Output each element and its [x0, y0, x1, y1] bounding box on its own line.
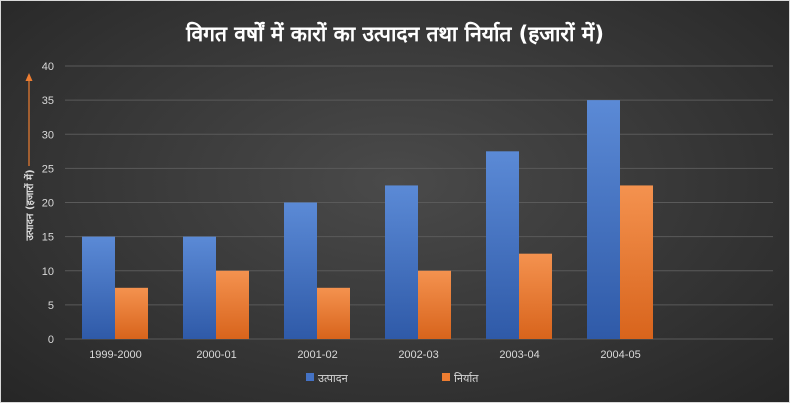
bar-export	[317, 287, 350, 339]
bar-export	[418, 270, 451, 339]
x-tick-label: 2000-01	[196, 349, 236, 361]
x-tick-label: 1999-2000	[89, 349, 142, 361]
bar-export	[620, 185, 653, 339]
y-tick-label: 40	[42, 61, 54, 73]
bar-export	[216, 270, 249, 339]
bar-export	[519, 253, 552, 339]
bar-production	[284, 202, 317, 339]
y-axis-label-group: उत्पादन (हजारों में)	[23, 73, 36, 242]
chart-title: विगत वर्षों में कारों का उत्पादन तथा निर…	[185, 21, 604, 46]
legend: उत्पादन निर्यात	[306, 372, 479, 385]
y-tick-label: 20	[42, 198, 54, 210]
y-tick-label: 15	[42, 232, 54, 244]
bar-production	[183, 236, 216, 339]
x-tick-label: 2001-02	[297, 349, 337, 361]
bar-production	[385, 185, 418, 339]
legend-swatch	[306, 373, 314, 381]
x-tick-label: 2004-05	[600, 349, 640, 361]
y-tick-layer: 0 5 10 15 20 25 30 35 40	[42, 61, 54, 346]
x-tick-label: 2002-03	[398, 349, 438, 361]
legend-swatch	[442, 373, 450, 381]
y-tick-label: 5	[48, 300, 54, 312]
y-tick-label: 25	[42, 163, 54, 175]
legend-label: उत्पादन	[318, 372, 349, 385]
bar-layer	[82, 100, 653, 339]
bar-export	[115, 287, 148, 339]
y-tick-label: 10	[42, 266, 54, 278]
bar-production	[486, 151, 519, 339]
bar-production	[587, 100, 620, 339]
bar-production	[82, 236, 115, 339]
y-tick-label: 30	[42, 129, 54, 141]
x-tick-layer: 1999-2000 2000-01 2001-02 2002-03 2003-04 200…	[89, 349, 640, 361]
y-axis-label: उत्पादन (हजारों में)	[23, 169, 36, 241]
legend-label: निर्यात	[454, 372, 479, 385]
y-axis-arrowhead-icon	[25, 73, 33, 81]
x-tick-label: 2003-04	[499, 349, 539, 361]
y-tick-label: 35	[42, 95, 54, 107]
y-tick-label: 0	[48, 334, 54, 346]
